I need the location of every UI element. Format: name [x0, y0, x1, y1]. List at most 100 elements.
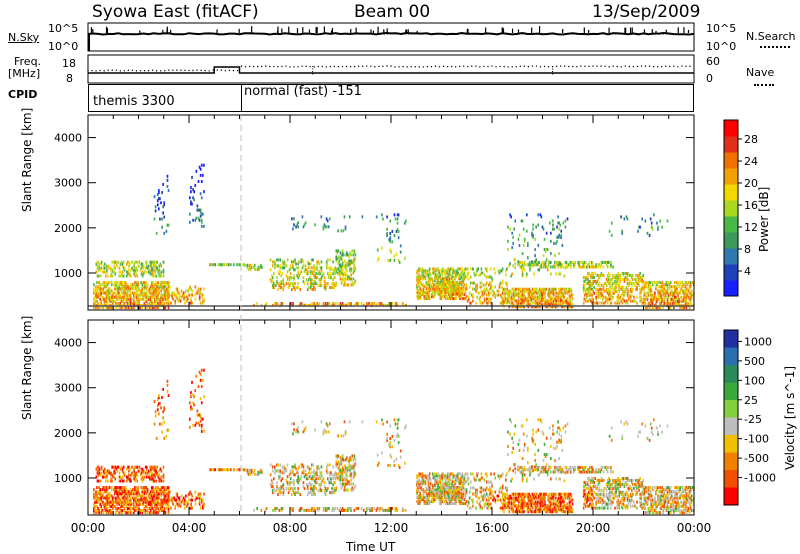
power-cell: [536, 301, 539, 305]
power-cell: [485, 293, 488, 297]
velocity-cell: [127, 511, 130, 515]
velocity-cell: [150, 502, 153, 506]
velocity-cell: [155, 500, 157, 504]
velocity-cell: [144, 471, 147, 475]
power-cell: [547, 291, 550, 295]
power-cell: [106, 283, 109, 287]
power-cell: [279, 270, 281, 274]
power-cell: [469, 301, 472, 305]
nave-dot: [677, 66, 679, 68]
velocity-cell: [133, 506, 135, 510]
power-cell: [137, 289, 139, 293]
cpid-label: CPID: [8, 88, 38, 101]
power-cell: [521, 289, 523, 293]
power-cell: [144, 281, 147, 285]
velocity-cell: [119, 475, 122, 479]
power-cell: [570, 301, 573, 305]
velocity-cell: [153, 469, 155, 473]
nave-dot: [669, 65, 671, 68]
velocity-cell: [135, 506, 137, 510]
velocity-cell: [113, 500, 115, 504]
power-cell: [541, 303, 543, 307]
power-cell: [95, 287, 97, 291]
power-cell: [427, 273, 430, 277]
power-cell: [582, 279, 585, 283]
velocity-cell: [135, 496, 137, 500]
power-cell: [437, 288, 440, 292]
velocity-cell: [300, 463, 303, 467]
velocity-cell: [136, 500, 138, 504]
power-cell: [161, 301, 164, 305]
power-cell: [154, 297, 156, 301]
power-cell: [592, 263, 594, 267]
velocity-cell: [145, 500, 148, 504]
power-cell: [452, 279, 454, 283]
power-cell: [530, 293, 533, 297]
power-cell: [556, 239, 558, 243]
velocity-cell: [156, 511, 158, 515]
power-cell: [519, 265, 522, 269]
nave-dot: [123, 70, 126, 72]
power-cell: [395, 252, 398, 256]
power-cell: [399, 250, 402, 254]
power-cell: [441, 295, 444, 299]
power-cell: [684, 291, 687, 295]
power-cell: [163, 293, 166, 297]
power-cell: [341, 302, 344, 306]
power-cell: [115, 306, 117, 310]
power-cell: [601, 273, 604, 277]
power-cell: [444, 277, 447, 281]
power-cell: [427, 279, 430, 283]
power-cell: [531, 287, 534, 291]
power-cell: [144, 266, 147, 270]
power-cell: [468, 301, 471, 305]
power-cell: [145, 264, 148, 268]
velocity-cell: [340, 486, 343, 490]
power-cell: [199, 287, 202, 291]
nave-dot: [584, 65, 586, 67]
velocity-cell: [163, 498, 166, 502]
power-cell: [615, 289, 617, 293]
power-cell: [339, 277, 342, 281]
power-cell: [153, 285, 155, 289]
velocity-cell: [270, 479, 273, 483]
power-cell: [638, 283, 640, 287]
power-cell: [306, 272, 309, 276]
nave-dot: [366, 65, 368, 67]
power-cell: [479, 299, 482, 303]
power-cell: [665, 301, 668, 305]
power-cell: [540, 265, 543, 269]
power-cell: [649, 293, 652, 297]
power-cell: [399, 244, 402, 248]
velocity-cell: [157, 473, 160, 477]
power-cell: [619, 273, 622, 277]
velocity-cell: [150, 496, 153, 500]
power-cell: [134, 281, 136, 285]
power-cell: [166, 291, 169, 295]
power-cell: [353, 281, 356, 285]
velocity-cell: [175, 500, 178, 504]
power-cell: [459, 297, 462, 301]
power-cell: [203, 287, 205, 291]
power-cell: [335, 255, 338, 259]
power-cell: [455, 269, 457, 273]
velocity-cell: [306, 485, 309, 489]
velocity-cell: [308, 471, 311, 475]
power-cell: [346, 269, 348, 273]
power-cell: [135, 266, 138, 270]
power-cell: [190, 287, 192, 291]
power-cell: [391, 240, 394, 244]
power-cell: [102, 264, 105, 268]
power-cell: [162, 182, 164, 186]
power-cell: [626, 277, 629, 281]
velocity-cell: [258, 470, 260, 474]
power-cell: [95, 285, 97, 289]
velocity-cell: [136, 492, 138, 496]
velocity-cell: [153, 511, 155, 515]
power-cell: [521, 301, 523, 305]
nave-dot: [636, 65, 639, 68]
velocity-cell: [110, 488, 113, 492]
power-cell: [643, 299, 646, 303]
power-cell: [521, 297, 523, 301]
power-cell: [689, 291, 692, 295]
